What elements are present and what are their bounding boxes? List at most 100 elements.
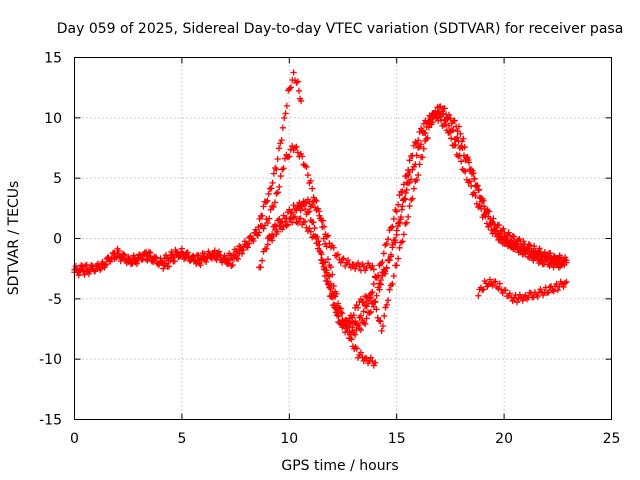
data-point (299, 203, 306, 210)
data-point (280, 165, 287, 172)
data-point (97, 265, 105, 272)
data-point (445, 122, 453, 129)
data-point (424, 134, 431, 142)
data-point (200, 250, 208, 258)
data-point (536, 245, 543, 252)
data-point (330, 244, 337, 251)
data-point (509, 297, 516, 305)
data-point (513, 299, 521, 306)
data-point (226, 256, 234, 264)
data-point (310, 197, 317, 205)
data-point (396, 244, 403, 251)
data-point (477, 195, 484, 202)
data-point (259, 212, 266, 219)
data-point (144, 252, 151, 259)
data-point (267, 206, 274, 213)
data-point (270, 203, 277, 211)
data-point (250, 237, 257, 245)
data-point (327, 263, 334, 271)
data-point (229, 261, 236, 269)
data-point (340, 322, 347, 329)
data-point (441, 105, 448, 112)
data-point (472, 192, 479, 200)
data-point (536, 257, 544, 265)
data-point (349, 324, 356, 331)
data-point (299, 153, 306, 160)
data-point (495, 285, 502, 292)
data-point (270, 170, 277, 177)
series-track-5 (294, 168, 413, 287)
data-point (344, 320, 352, 328)
data-point (225, 260, 232, 267)
data-point (461, 143, 468, 151)
data-point (377, 318, 384, 325)
data-point (394, 255, 402, 262)
data-point (384, 297, 392, 304)
data-point (333, 312, 341, 319)
data-point (324, 280, 332, 288)
data-point (451, 117, 458, 124)
data-point (407, 176, 415, 183)
data-point (390, 272, 397, 280)
data-point (466, 178, 473, 185)
data-point (290, 69, 297, 76)
data-point (234, 255, 242, 262)
data-point (381, 312, 388, 320)
data-point (384, 236, 392, 243)
data-point (274, 155, 281, 163)
data-point (350, 312, 357, 319)
data-point (354, 320, 362, 327)
data-point (287, 84, 295, 91)
data-point (402, 189, 409, 197)
data-point (377, 276, 385, 284)
data-point (415, 171, 422, 179)
data-point (489, 282, 496, 289)
data-point (406, 168, 413, 176)
x-axis-label: GPS time / hours (281, 458, 398, 474)
data-point (482, 280, 490, 287)
data-point (420, 120, 428, 127)
data-point (393, 262, 400, 269)
data-point (136, 252, 144, 259)
data-point (413, 140, 420, 147)
data-point (244, 244, 251, 251)
data-point (550, 288, 557, 295)
data-point (215, 248, 223, 255)
data-point (260, 203, 267, 210)
data-point (277, 222, 284, 230)
data-point (457, 158, 465, 165)
data-point (500, 225, 507, 232)
data-point (297, 97, 305, 105)
data-point (133, 260, 141, 267)
y-tick-label: 0 (53, 232, 62, 248)
data-point (524, 244, 531, 252)
data-point (264, 241, 271, 248)
data-point (337, 309, 345, 316)
data-point (415, 137, 422, 144)
data-point (531, 243, 538, 250)
data-point (480, 197, 487, 204)
data-point (256, 229, 263, 236)
data-point (197, 261, 204, 269)
data-point (475, 186, 483, 193)
data-point (400, 231, 408, 238)
data-point (393, 208, 400, 215)
data-point (348, 336, 355, 343)
data-point (168, 254, 176, 262)
data-point (275, 145, 283, 152)
data-point (374, 272, 382, 279)
data-point (75, 272, 82, 279)
data-point (422, 130, 429, 137)
data-point (386, 257, 393, 264)
data-point (534, 293, 541, 301)
data-point (257, 264, 264, 271)
data-point (337, 259, 345, 266)
data-point (286, 153, 293, 160)
data-point (337, 320, 345, 327)
data-point (341, 262, 349, 270)
data-point (357, 295, 365, 303)
data-point (481, 205, 488, 213)
data-point (258, 257, 266, 264)
data-point (203, 258, 210, 266)
